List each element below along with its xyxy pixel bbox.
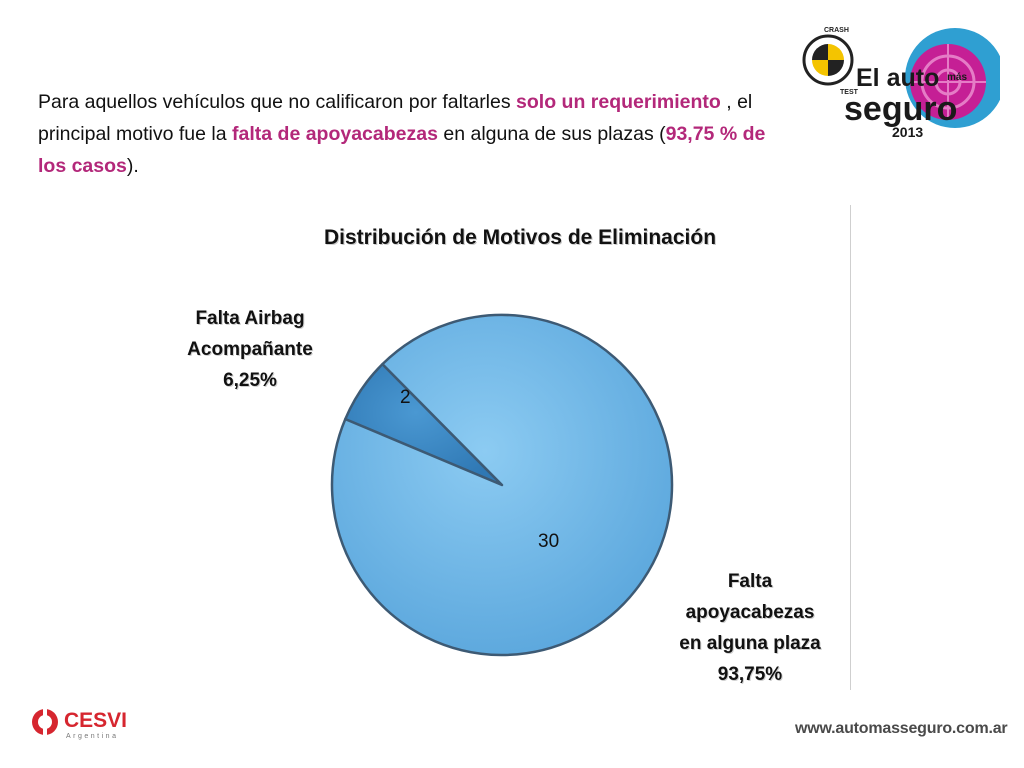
footer-url: www.automasseguro.com.ar [795,720,1008,737]
cesvi-logo: CESVI Argentina [32,709,127,740]
intro-highlight-percentage: 93,75 % de los casos [38,123,766,177]
pie-slice-headrest [330,313,674,657]
data-label-headrest: 30 [538,531,560,552]
category-label-headrest-line: apoyacabezas [685,602,815,623]
intro-highlight-requirement: solo un requerimiento [516,91,721,113]
category-label-airbag-line: Acompañante [187,339,313,360]
intro-text-part-3: en alguna de sus plazas ( [437,123,666,145]
category-label-airbag-line: Falta Airbag [195,308,305,329]
category-label-airbag-line: 6,25% [223,370,277,391]
cesvi-name: CESVI [64,709,127,732]
cesvi-subtitle: Argentina [66,733,118,740]
test-text: TEST [840,89,859,96]
crash-text: CRASH [824,27,849,34]
logo-year: 2013 [892,124,923,140]
category-label-headrest-line: Falta [727,571,773,592]
data-label-airbag: 2 [400,387,411,408]
intro-text-part-4: ). [126,155,139,177]
vertical-divider [850,205,851,690]
category-label-headrest: Falta apoyacabezas en alguna plaza 93,75… [640,566,860,690]
intro-text-part-1: Para aquellos vehículos que no calificar… [38,91,517,113]
chart-title: Distribución de Motivos de Eliminación [323,226,717,249]
logo-mas: más [947,72,967,83]
category-label-headrest-line: en alguna plaza [679,633,821,654]
pie-chart [330,313,674,657]
el-auto-mas-seguro-logo: CRASH TEST El auto más seguro 2013 [802,27,1000,140]
intro-highlight-headrest: falta de apoyacabezas [232,123,438,145]
intro-text-part-2: , el principal motivo fue la [38,91,753,145]
category-label-headrest-line: 93,75% [717,664,783,685]
logo-line-1: El auto [856,64,939,92]
intro-text: Para aquellos vehículos que no calificar… [38,86,798,182]
logo-line-2: seguro [844,90,957,128]
category-label-airbag: Falta Airbag Acompañante 6,25% [150,303,350,396]
